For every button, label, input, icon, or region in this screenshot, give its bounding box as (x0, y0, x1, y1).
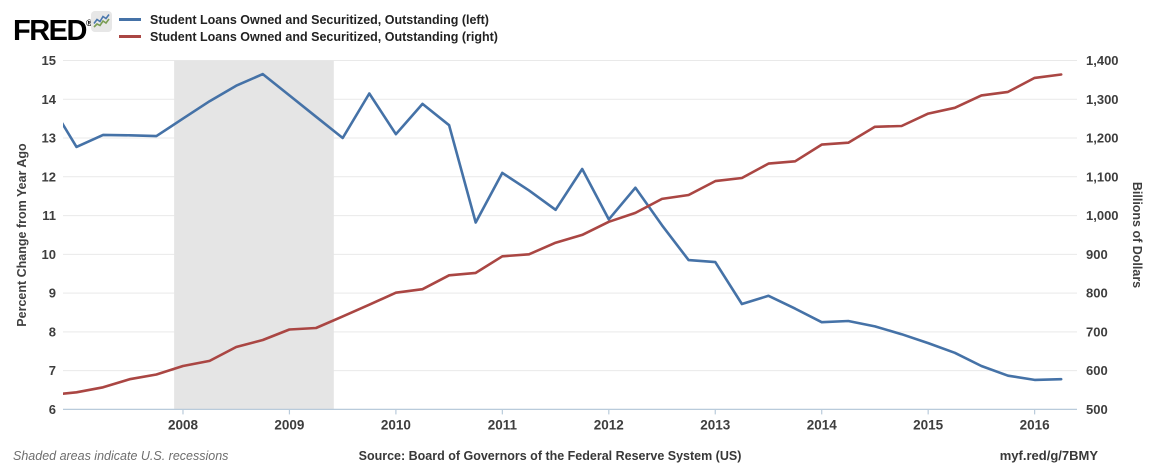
left-axis-tick-label: 10 (42, 247, 56, 262)
series-line-left (63, 72, 1063, 382)
recession-note: Shaded areas indicate U.S. recessions (13, 449, 229, 463)
left-axis-tick-label: 11 (42, 208, 56, 223)
x-axis-tick-label: 2013 (700, 418, 731, 433)
legend-item-left-series: Student Loans Owned and Securitized, Out… (119, 11, 498, 28)
left-axis-tick-label: 13 (42, 131, 56, 146)
x-axis-tick-label: 2010 (381, 418, 411, 433)
left-axis-tick-label: 9 (49, 286, 56, 301)
short-link[interactable]: myf.red/g/7BMY (999, 448, 1098, 463)
right-axis-title: Billions of Dollars (1130, 181, 1144, 289)
legend: Student Loans Owned and Securitized, Out… (119, 11, 498, 45)
right-axis-tick-label: 500 (1086, 402, 1108, 417)
left-axis-tick-label: 12 (42, 169, 56, 184)
x-axis-tick-label: 2008 (168, 418, 199, 433)
right-axis-tick-label: 700 (1086, 324, 1108, 339)
series-line-right (63, 73, 1063, 396)
legend-item-right-series: Student Loans Owned and Securitized, Out… (119, 28, 498, 45)
x-axis-tick-label: 2009 (274, 418, 304, 433)
left-axis-tick-label: 15 (42, 53, 56, 68)
left-axis-tick-label: 7 (49, 363, 56, 378)
legend-label: Student Loans Owned and Securitized, Out… (150, 12, 489, 27)
x-axis-tick-label: 2011 (488, 418, 518, 433)
x-axis-tick-label: 2016 (1020, 418, 1051, 433)
right-axis-tick-label: 1,200 (1086, 131, 1119, 146)
right-axis-tick-label: 1,100 (1086, 169, 1119, 184)
x-axis-tick-label: 2014 (807, 418, 838, 433)
left-axis-tick-label: 14 (42, 92, 57, 107)
left-axis-tick-label: 6 (49, 402, 56, 417)
x-axis-tick-label: 2012 (594, 418, 624, 433)
right-axis-tick-label: 1,400 (1086, 53, 1119, 68)
legend-swatch-blue (119, 18, 141, 21)
right-axis-tick-label: 1,300 (1086, 92, 1119, 107)
recession-band (174, 60, 334, 410)
fred-logo: FRED® (13, 15, 93, 47)
x-axis-tick-label: 2015 (913, 418, 944, 433)
left-axis-tick-label: 8 (49, 324, 56, 339)
right-axis-tick-label: 1,000 (1086, 208, 1119, 223)
right-axis-tick-label: 800 (1086, 286, 1108, 301)
right-axis-tick-label: 600 (1086, 363, 1108, 378)
source-text: Source: Board of Governors of the Federa… (358, 449, 742, 463)
right-axis-tick-label: 900 (1086, 247, 1108, 262)
legend-label: Student Loans Owned and Securitized, Out… (150, 29, 498, 44)
left-axis-title: Percent Change from Year Ago (15, 143, 29, 327)
fred-sparkline-icon (91, 11, 112, 32)
legend-swatch-red (119, 35, 141, 38)
registered-mark: ® (85, 18, 93, 28)
